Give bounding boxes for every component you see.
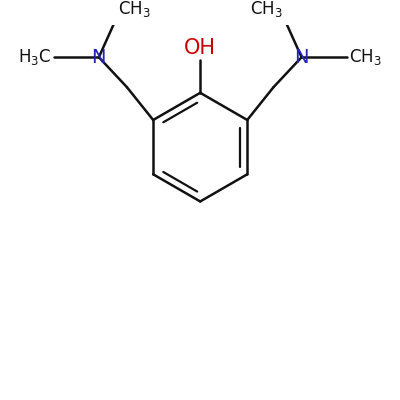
Text: N: N <box>294 48 309 67</box>
Text: CH$_3$: CH$_3$ <box>118 0 150 19</box>
Text: H$_3$C: H$_3$C <box>18 47 51 67</box>
Text: CH$_3$: CH$_3$ <box>250 0 283 19</box>
Text: N: N <box>92 48 106 67</box>
Text: OH: OH <box>184 38 216 58</box>
Text: CH$_3$: CH$_3$ <box>349 47 382 67</box>
